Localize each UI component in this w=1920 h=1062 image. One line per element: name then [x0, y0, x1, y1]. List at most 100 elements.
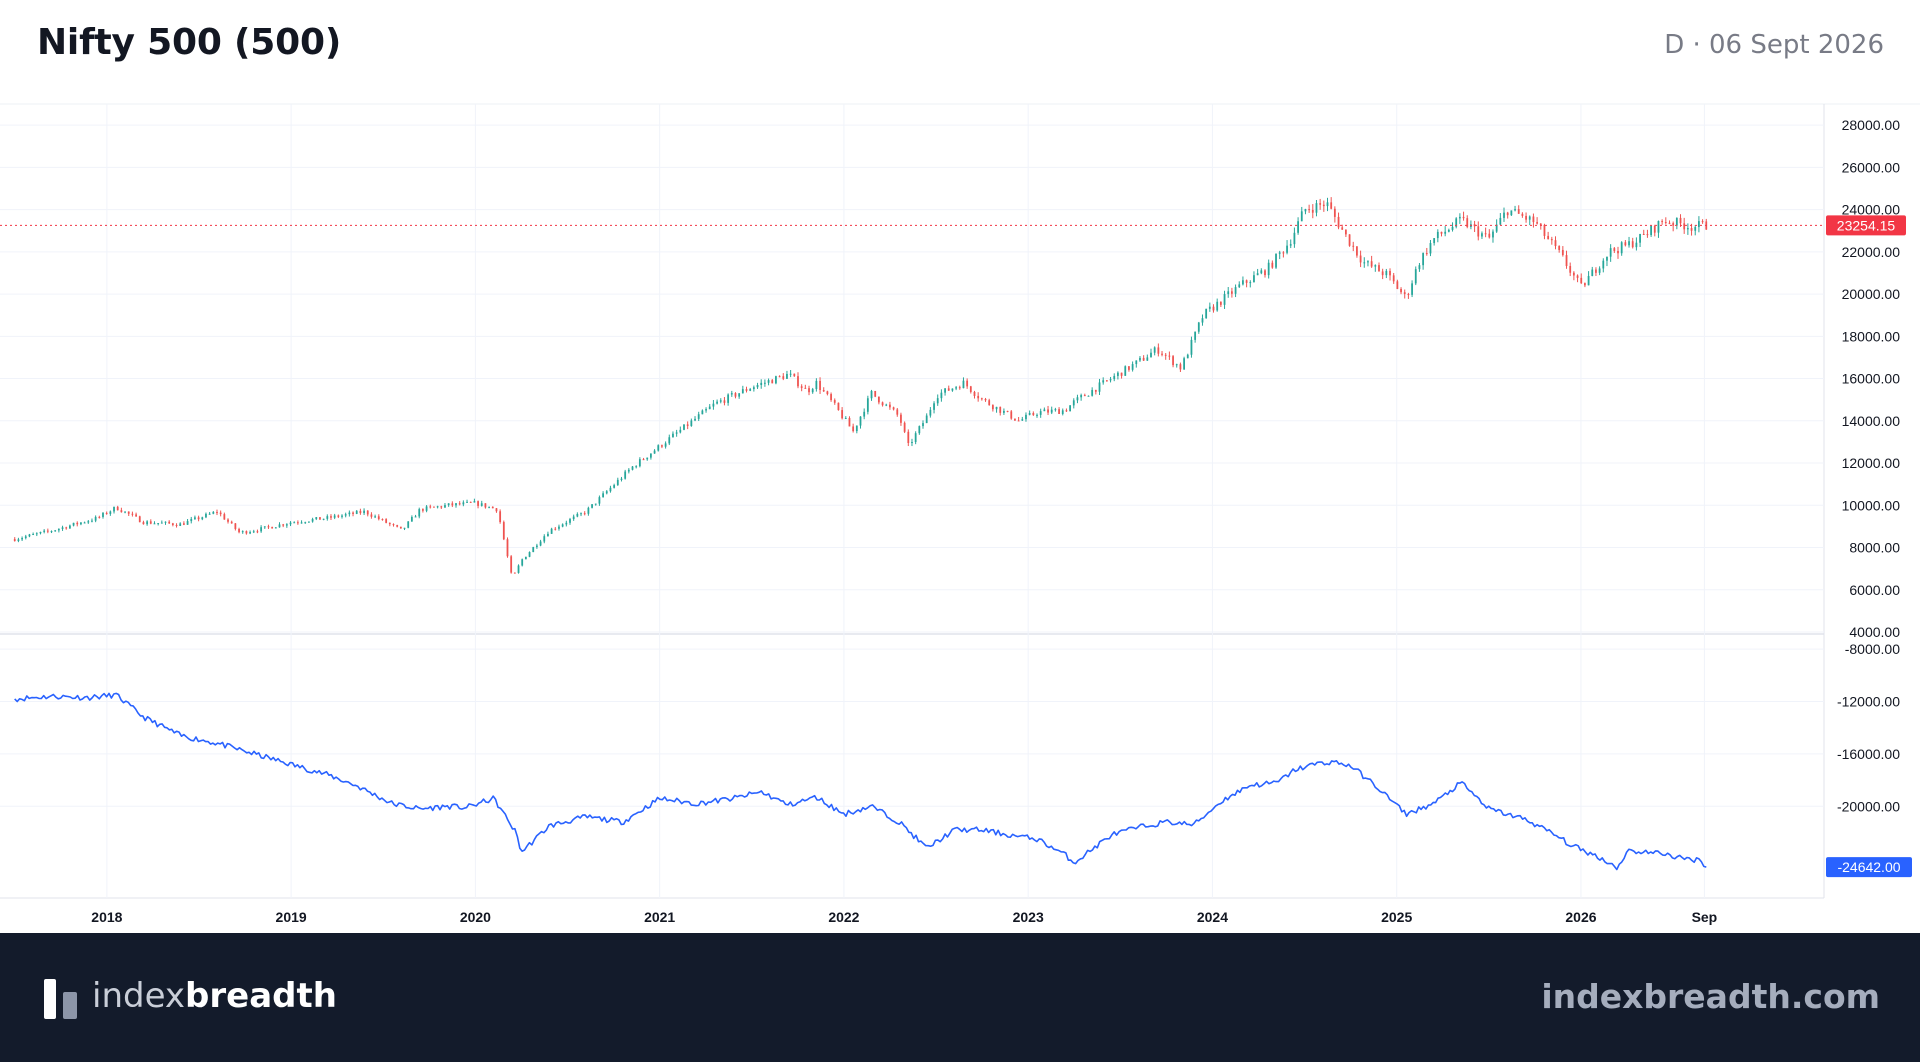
candle-body	[855, 425, 858, 432]
candle-body	[789, 373, 792, 375]
candle-body	[1003, 410, 1005, 413]
logo-bar-icon	[44, 979, 56, 1019]
candle-body	[841, 410, 844, 419]
candle-body	[1282, 252, 1285, 254]
candle-body	[1091, 389, 1094, 396]
candle-body	[1672, 223, 1675, 226]
candle-body	[1311, 209, 1314, 213]
candle-body	[712, 403, 715, 407]
candle-body	[194, 517, 196, 519]
candle-body	[1572, 272, 1575, 276]
candle-body	[1514, 209, 1516, 211]
candle-body	[1584, 283, 1586, 286]
x-tick-label: 2022	[828, 909, 859, 925]
x-tick-label: 2019	[276, 909, 307, 925]
x-tick-label: 2018	[91, 909, 122, 925]
candle-body	[425, 506, 428, 511]
candle-body	[212, 512, 215, 514]
candle-body	[539, 541, 542, 546]
candle-body	[46, 530, 49, 532]
candle-body	[1054, 409, 1057, 411]
candle-body	[1400, 288, 1402, 293]
candle-body	[1561, 249, 1564, 256]
candle-body	[462, 502, 465, 505]
candle-body	[146, 521, 149, 525]
candle-body	[719, 400, 722, 402]
candle-body	[635, 466, 638, 468]
candle-body	[811, 389, 814, 393]
candle-body	[1675, 217, 1678, 226]
candle-body	[491, 506, 494, 509]
candle-body	[749, 389, 752, 391]
candle-body	[800, 386, 803, 388]
candle-body	[57, 528, 60, 531]
candle-body	[547, 533, 549, 537]
candle-body	[973, 391, 976, 396]
candle-body	[892, 407, 895, 410]
candle-body	[13, 539, 16, 542]
candle-body	[359, 510, 362, 514]
candle-body	[337, 515, 340, 517]
candle-body	[1234, 287, 1237, 294]
price-tick-label: 18000.00	[1842, 328, 1901, 344]
candle-body	[396, 525, 399, 527]
candle-body	[804, 387, 807, 389]
candle-body	[786, 373, 788, 379]
candle-body	[160, 522, 163, 524]
candle-body	[1683, 223, 1686, 230]
candle-body	[32, 534, 35, 536]
candle-body	[190, 518, 193, 522]
candle-body	[727, 394, 730, 403]
candle-body	[403, 527, 406, 529]
candle-body	[1087, 395, 1090, 397]
candle-body	[661, 445, 663, 447]
candle-body	[1098, 382, 1101, 392]
x-tick-label: 2023	[1013, 909, 1044, 925]
candle-body	[68, 525, 71, 529]
candle-body	[1606, 256, 1608, 261]
candle-body	[1330, 202, 1333, 209]
last-price-label: 23254.15	[1837, 217, 1896, 233]
logo-bar-small-icon	[63, 992, 77, 1019]
candle-body	[1653, 226, 1656, 233]
candle-body	[1367, 261, 1369, 263]
candle-body	[1017, 420, 1020, 422]
candle-body	[171, 523, 174, 526]
candle-body	[91, 520, 93, 522]
candle-body	[1319, 203, 1322, 205]
candle-body	[1602, 260, 1605, 269]
candle-body	[958, 387, 961, 389]
candle-body	[944, 388, 946, 393]
candle-body	[429, 506, 432, 508]
candle-body	[881, 402, 884, 406]
candle-body	[377, 516, 380, 520]
candle-body	[1179, 364, 1182, 370]
candle-body	[113, 506, 115, 512]
site-url[interactable]: indexbreadth.com	[1541, 977, 1880, 1016]
candle-body	[1289, 244, 1292, 246]
candle-body	[289, 522, 292, 525]
candle-body	[1378, 265, 1380, 272]
chart-area[interactable]: 2018 2019 2020 2021 2022 2023 2024 2025 2026 Sep 4…	[0, 0, 1920, 933]
candle-body	[381, 519, 384, 521]
price-tick-label: 26000.00	[1842, 159, 1901, 175]
candle-body	[24, 536, 27, 539]
candle-body	[153, 523, 156, 525]
candle-body	[995, 406, 998, 410]
candle-body	[502, 522, 505, 540]
candle-body	[532, 547, 535, 553]
page-title: Nifty 500 (500)	[37, 22, 342, 63]
candle-body	[355, 510, 358, 514]
candle-body	[767, 380, 770, 383]
candle-body	[808, 388, 810, 393]
candle-body	[1076, 397, 1079, 401]
candle-body	[1543, 224, 1546, 236]
candle-body	[241, 531, 244, 533]
candle-body	[1635, 242, 1638, 248]
candle-body	[543, 536, 546, 542]
candle-body	[1414, 269, 1417, 284]
candle-body	[565, 522, 568, 525]
candle-body	[1484, 233, 1487, 235]
price-tick-label: 6000.00	[1849, 582, 1900, 598]
candle-body	[304, 522, 307, 524]
